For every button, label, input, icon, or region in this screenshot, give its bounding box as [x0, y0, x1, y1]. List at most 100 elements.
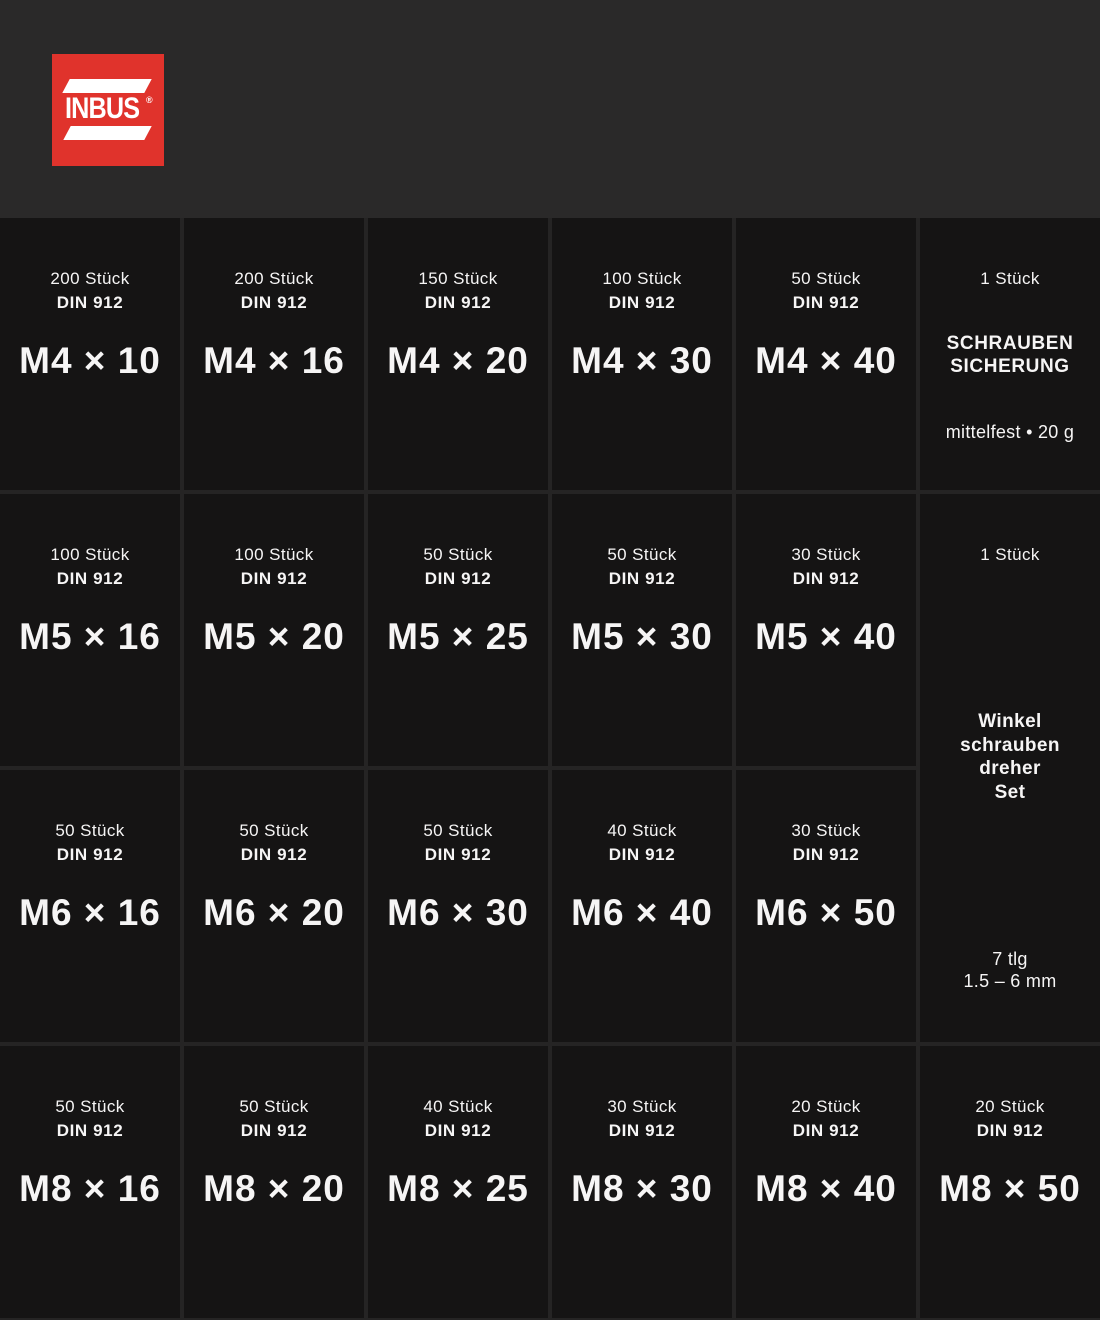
screw-size-label: M4 × 10: [19, 340, 161, 381]
product-note: mittelfest • 20 g: [945, 422, 1075, 442]
quantity-label: 50 Stück: [239, 821, 309, 840]
din-standard-label: DIN 912: [240, 569, 308, 588]
din-standard-label: DIN 912: [792, 1121, 860, 1140]
din-standard-label: DIN 912: [424, 1121, 492, 1140]
header-bar: INBUS ®: [0, 0, 1100, 218]
din-standard-label: DIN 912: [976, 1121, 1044, 1140]
screw-size-label: M5 × 20: [203, 616, 345, 657]
logo-stripe-bottom-icon: [63, 126, 152, 140]
registered-trademark-symbol: ®: [146, 95, 153, 105]
screw-size-label: M8 × 16: [19, 1168, 161, 1209]
din-standard-label: DIN 912: [608, 845, 676, 864]
cell-m8x20: 50 Stück DIN 912 M8 × 20: [184, 1046, 364, 1318]
logo-stripe-top-icon: [62, 79, 152, 93]
quantity-label: 100 Stück: [234, 545, 314, 564]
cell-m5x40: 30 Stück DIN 912 M5 × 40: [736, 494, 916, 766]
cell-m8x50: 20 Stück DIN 912 M8 × 50: [920, 1046, 1100, 1318]
quantity-label: 30 Stück: [607, 1097, 677, 1116]
product-title-line: SCHRAUBEN: [946, 333, 1074, 354]
screw-size-label: M6 × 20: [203, 892, 345, 933]
assortment-grid: 200 Stück DIN 912 M4 × 10 200 Stück DIN …: [0, 218, 1100, 1318]
quantity-label: 1 Stück: [980, 545, 1040, 564]
cell-m5x30: 50 Stück DIN 912 M5 × 30: [552, 494, 732, 766]
quantity-label: 200 Stück: [234, 269, 314, 288]
cell-m8x25: 40 Stück DIN 912 M8 × 25: [368, 1046, 548, 1318]
product-title: Winkel schrauben dreher Set: [960, 710, 1060, 804]
product-title-line: dreher: [979, 758, 1041, 779]
cell-m5x25: 50 Stück DIN 912 M5 × 25: [368, 494, 548, 766]
din-standard-label: DIN 912: [792, 293, 860, 312]
quantity-label: 30 Stück: [791, 821, 861, 840]
cell-m4x20: 150 Stück DIN 912 M4 × 20: [368, 218, 548, 490]
quantity-label: 200 Stück: [50, 269, 130, 288]
din-standard-label: DIN 912: [792, 845, 860, 864]
din-standard-label: DIN 912: [240, 293, 308, 312]
cell-m6x20: 50 Stück DIN 912 M6 × 20: [184, 770, 364, 1042]
cell-m8x16: 50 Stück DIN 912 M8 × 16: [0, 1046, 180, 1318]
quantity-label: 50 Stück: [423, 545, 493, 564]
din-standard-label: DIN 912: [608, 1121, 676, 1140]
quantity-label: 30 Stück: [791, 545, 861, 564]
din-standard-label: DIN 912: [424, 845, 492, 864]
screw-size-label: M5 × 40: [755, 616, 897, 657]
screw-size-label: M4 × 40: [755, 340, 897, 381]
din-standard-label: DIN 912: [240, 1121, 308, 1140]
screw-size-label: M6 × 40: [571, 892, 713, 933]
screw-size-label: M6 × 50: [755, 892, 897, 933]
cell-m4x16: 200 Stück DIN 912 M4 × 16: [184, 218, 364, 490]
quantity-label: 50 Stück: [55, 821, 125, 840]
product-title: SCHRAUBEN SICHERUNG: [947, 332, 1074, 378]
product-title-line: Winkel: [978, 711, 1042, 732]
product-title-line: schrauben: [960, 734, 1060, 756]
quantity-label: 50 Stück: [791, 269, 861, 288]
screw-size-label: M6 × 30: [387, 892, 529, 933]
product-note-line: 7 tlg: [992, 949, 1028, 969]
cell-m5x16: 100 Stück DIN 912 M5 × 16: [0, 494, 180, 766]
cell-winkelschraubendreher-set: 1 Stück Winkel schrauben dreher Set 7 tl…: [920, 494, 1100, 1042]
din-standard-label: DIN 912: [240, 845, 308, 864]
quantity-label: 50 Stück: [55, 1097, 125, 1116]
cell-m6x40: 40 Stück DIN 912 M6 × 40: [552, 770, 732, 1042]
inbus-logo: INBUS ®: [52, 54, 164, 166]
quantity-label: 100 Stück: [602, 269, 682, 288]
din-standard-label: DIN 912: [792, 569, 860, 588]
din-standard-label: DIN 912: [56, 293, 124, 312]
din-standard-label: DIN 912: [424, 293, 492, 312]
logo-wordmark: INBUS: [65, 92, 140, 125]
product-title-line: SICHERUNG: [950, 356, 1070, 377]
din-standard-label: DIN 912: [56, 569, 124, 588]
din-standard-label: DIN 912: [608, 569, 676, 588]
quantity-label: 20 Stück: [791, 1097, 861, 1116]
cell-m8x40: 20 Stück DIN 912 M8 × 40: [736, 1046, 916, 1318]
cell-schraubensicherung: 1 Stück SCHRAUBEN SICHERUNG mittelfest •…: [920, 218, 1100, 490]
screw-size-label: M6 × 16: [19, 892, 161, 933]
cell-m6x50: 30 Stück DIN 912 M6 × 50: [736, 770, 916, 1042]
cell-m4x10: 200 Stück DIN 912 M4 × 10: [0, 218, 180, 490]
screw-size-label: M8 × 30: [571, 1168, 713, 1209]
screw-size-label: M5 × 25: [387, 616, 529, 657]
screw-size-label: M4 × 30: [571, 340, 713, 381]
quantity-label: 20 Stück: [975, 1097, 1045, 1116]
product-note: 7 tlg 1.5 – 6 mm: [963, 948, 1056, 992]
screw-size-label: M8 × 25: [387, 1168, 529, 1209]
quantity-label: 40 Stück: [423, 1097, 493, 1116]
product-title-line: Set: [994, 781, 1026, 803]
screw-size-label: M8 × 20: [203, 1168, 345, 1209]
quantity-label: 50 Stück: [239, 1097, 309, 1116]
din-standard-label: DIN 912: [56, 845, 124, 864]
screw-size-label: M5 × 16: [19, 616, 161, 657]
screw-size-label: M4 × 20: [387, 340, 529, 381]
quantity-label: 50 Stück: [607, 545, 677, 564]
din-standard-label: DIN 912: [608, 293, 676, 312]
quantity-label: 100 Stück: [50, 545, 130, 564]
cell-m8x30: 30 Stück DIN 912 M8 × 30: [552, 1046, 732, 1318]
cell-m4x30: 100 Stück DIN 912 M4 × 30: [552, 218, 732, 490]
cell-m6x30: 50 Stück DIN 912 M6 × 30: [368, 770, 548, 1042]
quantity-label: 150 Stück: [418, 269, 498, 288]
product-note-line: 1.5 – 6 mm: [963, 971, 1057, 991]
cell-m5x20: 100 Stück DIN 912 M5 × 20: [184, 494, 364, 766]
screw-size-label: M8 × 50: [939, 1168, 1081, 1209]
quantity-label: 50 Stück: [423, 821, 493, 840]
screw-size-label: M8 × 40: [755, 1168, 897, 1209]
cell-m6x16: 50 Stück DIN 912 M6 × 16: [0, 770, 180, 1042]
